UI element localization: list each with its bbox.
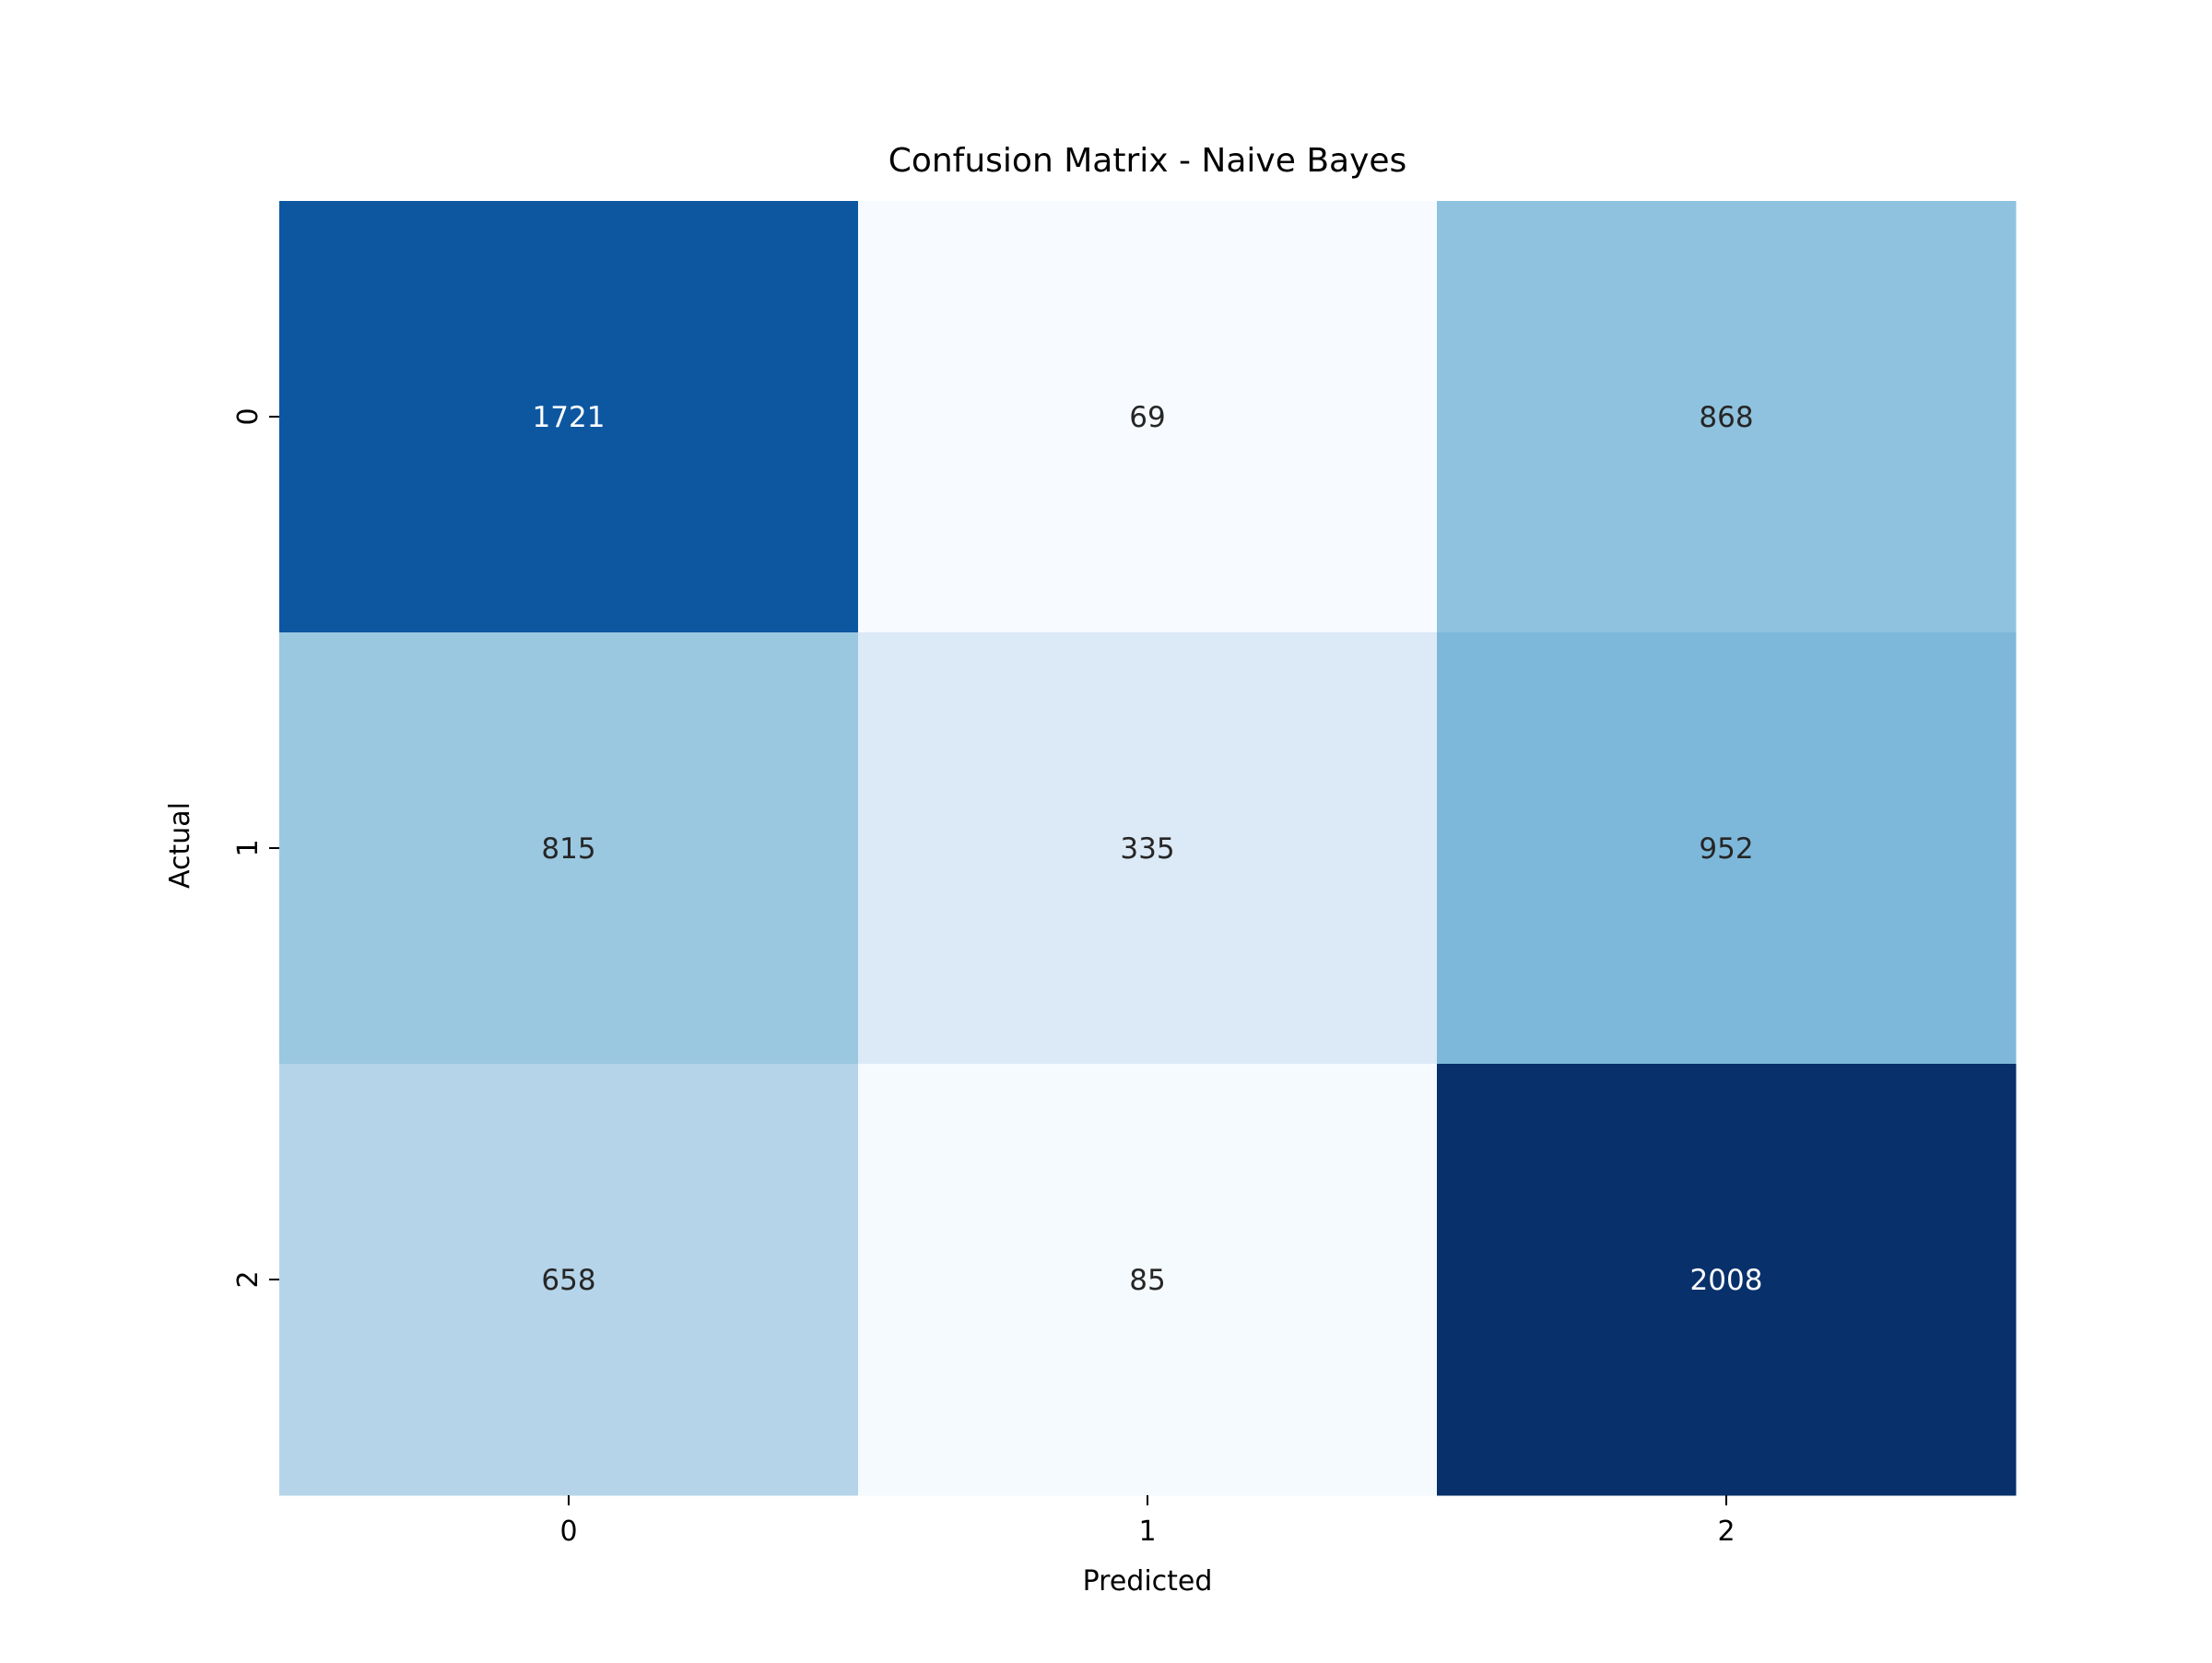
heatmap-cell-r0-c2 bbox=[1437, 201, 2017, 633]
x-axis-label: Predicted bbox=[1083, 1565, 1213, 1598]
chart-title: Confusion Matrix - Naive Bayes bbox=[888, 142, 1407, 180]
x-tick-label-2: 2 bbox=[1717, 1516, 1735, 1548]
heatmap-cell-r1-c1 bbox=[858, 632, 1438, 1065]
x-tick-label-0: 0 bbox=[559, 1516, 577, 1548]
cell-value-label-r2-c2: 2008 bbox=[1690, 1264, 1763, 1297]
y-tick-label-2: 2 bbox=[232, 1270, 265, 1288]
heatmap-cells bbox=[279, 201, 2017, 1496]
y-tick-label-0: 0 bbox=[232, 407, 265, 425]
cell-value-label-r1-c0: 815 bbox=[541, 832, 595, 866]
cell-value-label-r2-c0: 658 bbox=[541, 1264, 595, 1297]
heatmap-cell-r2-c1 bbox=[858, 1064, 1438, 1496]
heatmap-cell-r1-c0 bbox=[279, 632, 859, 1065]
x-tick-label-1: 1 bbox=[1138, 1516, 1156, 1548]
y-tick-label-1: 1 bbox=[232, 839, 265, 856]
heatmap-value-labels: 1721 69 868 815 335 952 658 85 2008 bbox=[533, 401, 1763, 1297]
y-axis-label: Actual bbox=[164, 802, 196, 889]
heatmap-cell-r2-c0 bbox=[279, 1064, 859, 1496]
cell-value-label-r0-c2: 868 bbox=[1699, 401, 1753, 434]
heatmap-cell-r0-c0 bbox=[279, 201, 859, 633]
heatmap-cell-r0-c1 bbox=[858, 201, 1438, 633]
cell-value-label-r0-c0: 1721 bbox=[533, 401, 606, 434]
x-axis: 0 1 2 bbox=[559, 1495, 1735, 1548]
cell-value-label-r0-c1: 69 bbox=[1129, 401, 1165, 434]
cell-value-label-r2-c1: 85 bbox=[1129, 1264, 1165, 1297]
heatmap-cell-r2-c2 bbox=[1437, 1064, 2017, 1496]
y-axis: 0 1 2 bbox=[232, 407, 279, 1289]
heatmap-cell-r1-c2 bbox=[1437, 632, 2017, 1065]
cell-value-label-r1-c2: 952 bbox=[1699, 832, 1753, 866]
cell-value-label-r1-c1: 335 bbox=[1120, 832, 1174, 866]
